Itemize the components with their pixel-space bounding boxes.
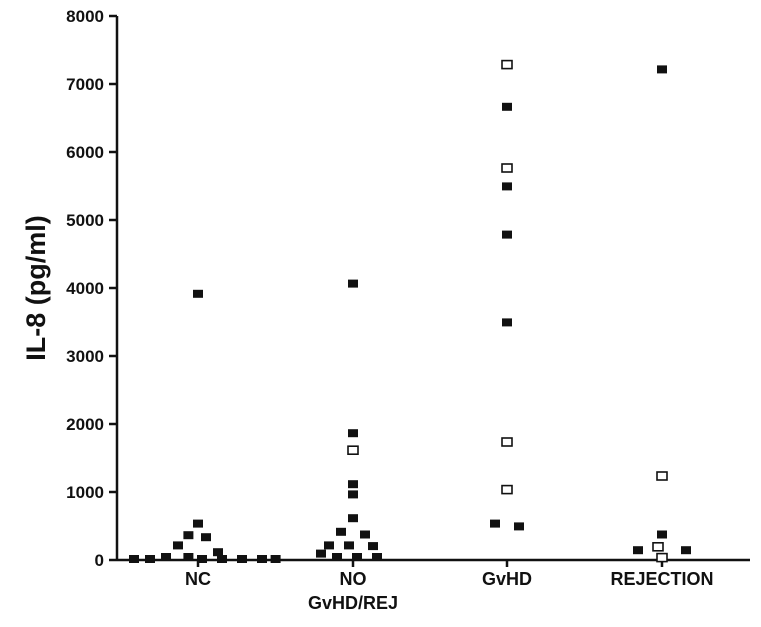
data-points [129,59,691,563]
open-square-point [501,59,513,70]
filled-square-point [183,531,194,540]
x-category-label: NC [185,569,211,589]
y-tick-label: 0 [95,551,104,570]
y-tick-label: 5000 [66,211,104,230]
x-category-label: NO [340,569,367,589]
filled-square-point [213,548,223,557]
filled-square-point [129,555,139,563]
y-tick-label: 1000 [66,483,104,502]
y-tick-label: 8000 [66,7,104,26]
y-tick-label: 4000 [66,279,104,298]
x-category-label: GvHD/REJ [308,593,398,613]
filled-square-point [270,555,281,563]
x-category-labels: NC NO GvHD/REJ GvHD REJECTION [185,569,714,613]
x-axis: NC NO GvHD/REJ GvHD REJECTION [117,558,750,613]
y-axis: 0 1000 2000 3000 4000 5000 6000 7000 8000 IL-8 (… [21,7,119,570]
filled-square-point [348,480,358,489]
open-square-point [656,552,668,563]
open-square-point [501,163,513,173]
x-category-label: REJECTION [610,569,713,589]
y-tick-label: 7000 [66,75,104,94]
filled-square-point [237,555,247,563]
filled-square-point [360,530,370,539]
filled-square-point [502,182,512,191]
open-square-point [501,437,513,447]
filled-square-point [348,429,358,438]
open-square-point [501,484,513,495]
filled-square-point [201,533,211,542]
filled-square-point [514,522,524,531]
filled-square-point [348,514,358,523]
filled-square-point [257,555,267,563]
filled-square-point [657,65,667,74]
open-square-point [347,445,359,456]
filled-square-point [490,519,500,528]
y-tick-label: 3000 [66,347,104,366]
filled-square-point [344,541,354,550]
y-ticks: 0 1000 2000 3000 4000 5000 6000 7000 8000 [66,7,117,570]
y-axis-title: IL-8 (pg/ml) [21,215,51,360]
filled-square-point [324,541,334,550]
filled-square-point [145,555,155,563]
open-square-point [652,541,664,552]
filled-square-point [681,546,691,555]
filled-square-point [348,490,358,499]
y-tick-label: 6000 [66,143,104,162]
filled-square-point [197,555,207,563]
filled-square-point [161,553,171,561]
filled-square-point [502,102,512,111]
filled-square-point [316,549,326,558]
filled-square-point [193,519,203,528]
filled-square-point [217,555,227,563]
filled-square-point [183,553,194,561]
filled-square-point [193,289,203,298]
filled-square-point [352,553,362,561]
y-tick-label: 2000 [66,415,104,434]
filled-square-point [368,542,378,551]
filled-square-point [502,318,512,327]
x-category-label: GvHD [482,569,532,589]
filled-square-point [502,230,512,239]
filled-square-point [372,553,382,561]
filled-square-point [657,530,667,539]
filled-square-point [173,541,183,550]
filled-square-point [348,279,358,288]
filled-square-point [332,553,342,561]
open-square-point [656,471,668,481]
filled-square-point [633,546,643,555]
filled-square-point [336,527,346,536]
